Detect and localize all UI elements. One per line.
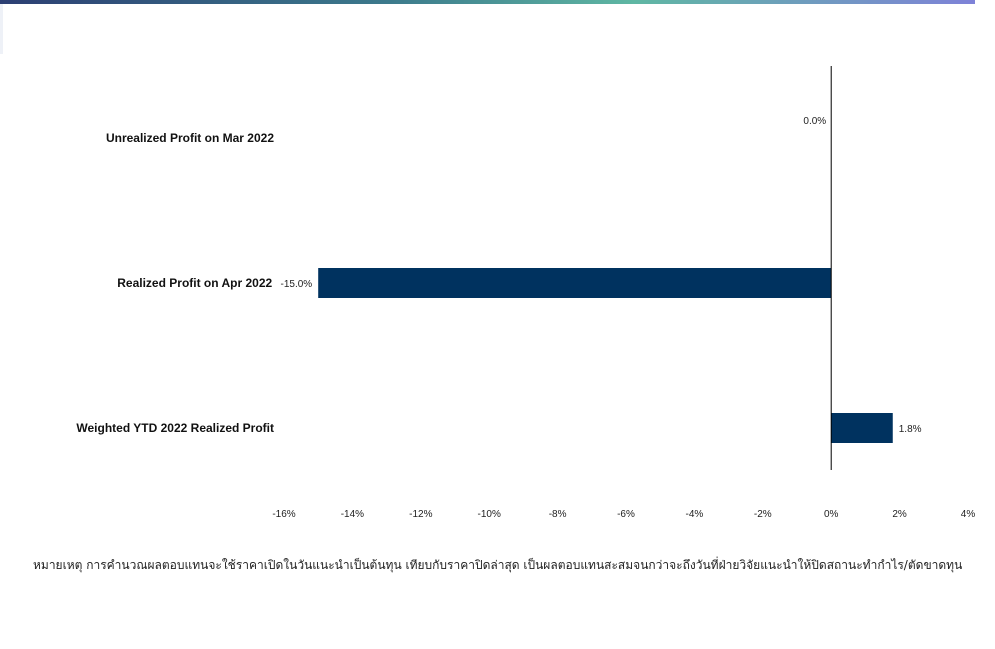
x-tick-label-1: -14% (341, 509, 364, 520)
bar-1 (318, 268, 832, 298)
category-label-2: Weighted YTD 2022 Realized Profit (76, 421, 274, 435)
x-tick-label-7: -2% (754, 509, 772, 520)
bar-chart: Unrealized Profit on Mar 2022 Realized Pr… (76, 66, 976, 520)
x-tick-label-8: 0% (824, 509, 839, 520)
category-label-0: Unrealized Profit on Mar 2022 (106, 131, 274, 145)
x-tick-label-4: -8% (549, 509, 567, 520)
x-tick-label-5: -6% (617, 509, 635, 520)
footnote: หมายเหตุ การคำนวณผลตอบแทนจะใช้ราคาเปิดใน… (33, 558, 963, 572)
category-label-1: Realized Profit on Apr 2022 (117, 276, 272, 290)
x-tick-label-3: -10% (478, 509, 501, 520)
x-tick-label-10: 4% (961, 509, 976, 520)
x-tick-label-9: 2% (892, 509, 907, 520)
data-label-0: 0.0% (803, 116, 826, 127)
top-accent-strip (0, 0, 975, 4)
left-edge-tab (0, 4, 3, 54)
data-label-2: 1.8% (899, 424, 922, 435)
data-label-1: -15.0% (281, 279, 313, 290)
x-tick-label-6: -4% (686, 509, 704, 520)
bar-2 (831, 413, 893, 443)
x-tick-label-0: -16% (272, 509, 295, 520)
x-tick-label-2: -12% (409, 509, 432, 520)
